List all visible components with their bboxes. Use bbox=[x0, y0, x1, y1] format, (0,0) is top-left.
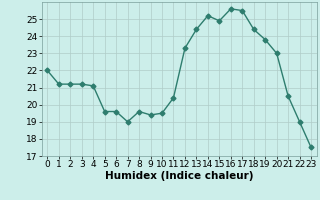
X-axis label: Humidex (Indice chaleur): Humidex (Indice chaleur) bbox=[105, 171, 253, 181]
